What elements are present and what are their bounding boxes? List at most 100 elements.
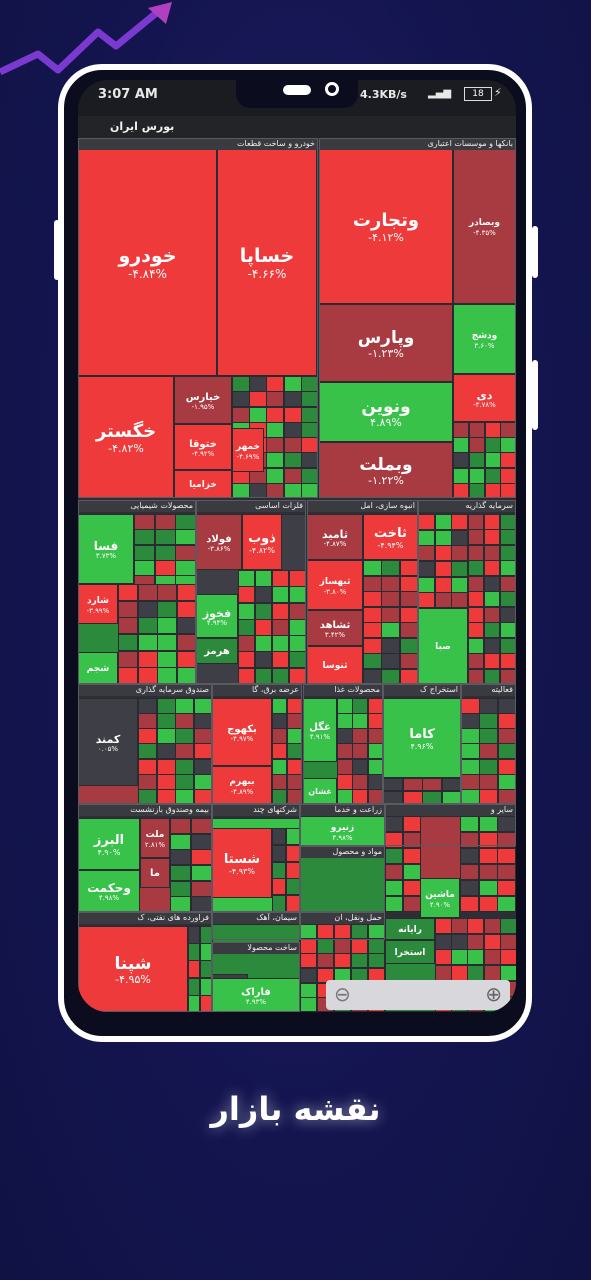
minor-stock-tile[interactable]: [191, 818, 212, 834]
stock-tile-thnoosa[interactable]: ثنوسا: [307, 646, 363, 684]
minor-stock-tile[interactable]: [485, 483, 501, 499]
minor-stock-tile[interactable]: [468, 545, 484, 561]
stock-tile-zob[interactable]: ذوب -۴.۸۲%: [242, 514, 282, 570]
minor-stock-tile[interactable]: [468, 529, 484, 545]
minor-stock-tile[interactable]: [334, 953, 351, 968]
minor-stock-tile[interactable]: [284, 407, 302, 423]
minor-stock-tile[interactable]: [484, 514, 500, 530]
stock-tile-tamid[interactable]: ثامید -۴.۸۷%: [307, 514, 363, 560]
minor-stock-tile[interactable]: [381, 576, 400, 592]
minor-stock-tile[interactable]: [497, 848, 516, 864]
minor-stock-tile[interactable]: [232, 391, 250, 407]
stock-tile-ghgol[interactable]: غگل ۴.۹۱%: [303, 698, 337, 762]
minor-stock-tile[interactable]: [451, 561, 468, 577]
minor-stock-tile[interactable]: [300, 924, 317, 939]
minor-stock-tile[interactable]: [468, 591, 484, 607]
minor-stock-tile[interactable]: [497, 832, 516, 848]
minor-stock-tile[interactable]: [383, 791, 403, 804]
minor-stock-tile[interactable]: [368, 713, 384, 729]
minor-stock-tile[interactable]: [194, 713, 213, 729]
stock-tile-vpars[interactable]: وپارس -۱.۲۳%: [319, 304, 453, 382]
minor-stock-tile[interactable]: [352, 713, 368, 729]
minor-stock-tile[interactable]: [403, 791, 423, 804]
minor-stock-tile[interactable]: [272, 668, 289, 685]
minor-stock-tile[interactable]: [200, 960, 212, 978]
minor-stock-tile[interactable]: [255, 570, 272, 587]
minor-stock-tile[interactable]: [272, 845, 286, 862]
stock-tile-vsaderat[interactable]: وبصادر -۴.۳۵%: [453, 148, 516, 304]
minor-stock-tile[interactable]: [188, 926, 200, 944]
stock-tile-dey[interactable]: دی -۳.۷۸%: [453, 374, 516, 422]
stock-tile-fasa[interactable]: فسا ۳.۷۳%: [78, 514, 134, 584]
minor-stock-tile[interactable]: [200, 995, 212, 1012]
minor-stock-tile[interactable]: [484, 607, 500, 623]
minor-stock-tile[interactable]: [118, 634, 138, 651]
minor-stock-tile[interactable]: [479, 832, 498, 848]
minor-stock-tile[interactable]: [157, 584, 177, 601]
minor-stock-tile[interactable]: [381, 653, 400, 669]
minor-stock-tile[interactable]: [301, 468, 319, 484]
minor-stock-tile[interactable]: [451, 592, 468, 608]
minor-stock-tile[interactable]: [468, 638, 484, 654]
minor-stock-tile[interactable]: [177, 651, 197, 668]
minor-stock-tile[interactable]: [118, 617, 138, 634]
stock-tile-shard[interactable]: شارد -۳.۹۹%: [78, 584, 118, 624]
minor-stock-tile[interactable]: [451, 918, 468, 934]
stock-tile-estakhr[interactable]: استخرا: [385, 940, 435, 964]
minor-stock-tile[interactable]: [500, 638, 516, 654]
minor-stock-tile[interactable]: [175, 529, 196, 545]
minor-stock-tile[interactable]: [232, 407, 250, 423]
minor-stock-tile[interactable]: [177, 617, 197, 634]
minor-stock-tile[interactable]: [418, 561, 435, 577]
minor-stock-tile[interactable]: [266, 391, 284, 407]
minor-stock-tile[interactable]: [403, 880, 421, 896]
minor-stock-tile[interactable]: [157, 634, 177, 651]
minor-stock-tile[interactable]: [138, 617, 158, 634]
minor-stock-tile[interactable]: [484, 576, 500, 592]
minor-stock-tile[interactable]: [422, 791, 442, 804]
minor-stock-tile[interactable]: [188, 943, 200, 961]
minor-stock-tile[interactable]: [289, 619, 306, 636]
minor-stock-tile[interactable]: [272, 743, 287, 759]
minor-stock-tile[interactable]: [301, 376, 319, 392]
sector-header[interactable]: فراورده های نفتی، ک: [78, 912, 212, 924]
minor-stock-tile[interactable]: [435, 561, 452, 577]
minor-stock-tile[interactable]: [170, 849, 191, 865]
minor-stock-tile[interactable]: [363, 653, 382, 669]
minor-stock-tile[interactable]: [352, 728, 368, 744]
minor-stock-tile[interactable]: [485, 437, 501, 453]
minor-stock-tile[interactable]: [460, 848, 479, 864]
minor-stock-tile[interactable]: [385, 816, 403, 832]
stock-tile-bbahram[interactable]: ببهرم -۴.۸۹%: [212, 766, 272, 804]
minor-stock-tile[interactable]: [498, 698, 516, 714]
minor-stock-tile[interactable]: [479, 743, 498, 759]
sector-header[interactable]: عرضه برق، گا: [212, 684, 302, 696]
minor-stock-tile[interactable]: [170, 881, 191, 897]
minor-stock-tile[interactable]: [498, 759, 516, 775]
minor-stock-tile[interactable]: [191, 865, 212, 881]
stock-tile-vdey[interactable]: ودشج ۳.۶۰%: [453, 304, 516, 374]
minor-stock-tile[interactable]: [453, 452, 469, 468]
minor-stock-tile[interactable]: [286, 845, 300, 862]
minor-stock-tile[interactable]: [363, 638, 382, 654]
minor-stock-tile[interactable]: [175, 774, 194, 790]
minor-stock-tile[interactable]: [479, 816, 498, 832]
minor-stock-tile[interactable]: [479, 728, 498, 744]
minor-stock-tile[interactable]: [289, 570, 306, 587]
minor-stock-tile[interactable]: [363, 607, 382, 623]
minor-stock-tile[interactable]: [368, 743, 384, 759]
minor-stock-tile[interactable]: [435, 918, 452, 934]
minor-stock-tile[interactable]: [479, 698, 498, 714]
minor-stock-tile[interactable]: [238, 619, 255, 636]
minor-stock-tile[interactable]: [255, 603, 272, 620]
minor-stock-tile[interactable]: [118, 667, 138, 684]
minor-stock-tile[interactable]: [435, 530, 452, 546]
minor-stock-tile[interactable]: [191, 834, 212, 850]
minor-stock-tile[interactable]: [191, 849, 212, 865]
minor-stock-tile[interactable]: [479, 713, 498, 729]
sector-header[interactable]: ساخت محصولا: [212, 942, 300, 954]
minor-stock-tile[interactable]: [138, 713, 157, 729]
minor-stock-tile[interactable]: [157, 789, 176, 805]
stock-tile-saba[interactable]: صبا: [418, 608, 468, 684]
stock-tile-khodro[interactable]: خودرو -۴.۸۴%: [78, 148, 217, 376]
